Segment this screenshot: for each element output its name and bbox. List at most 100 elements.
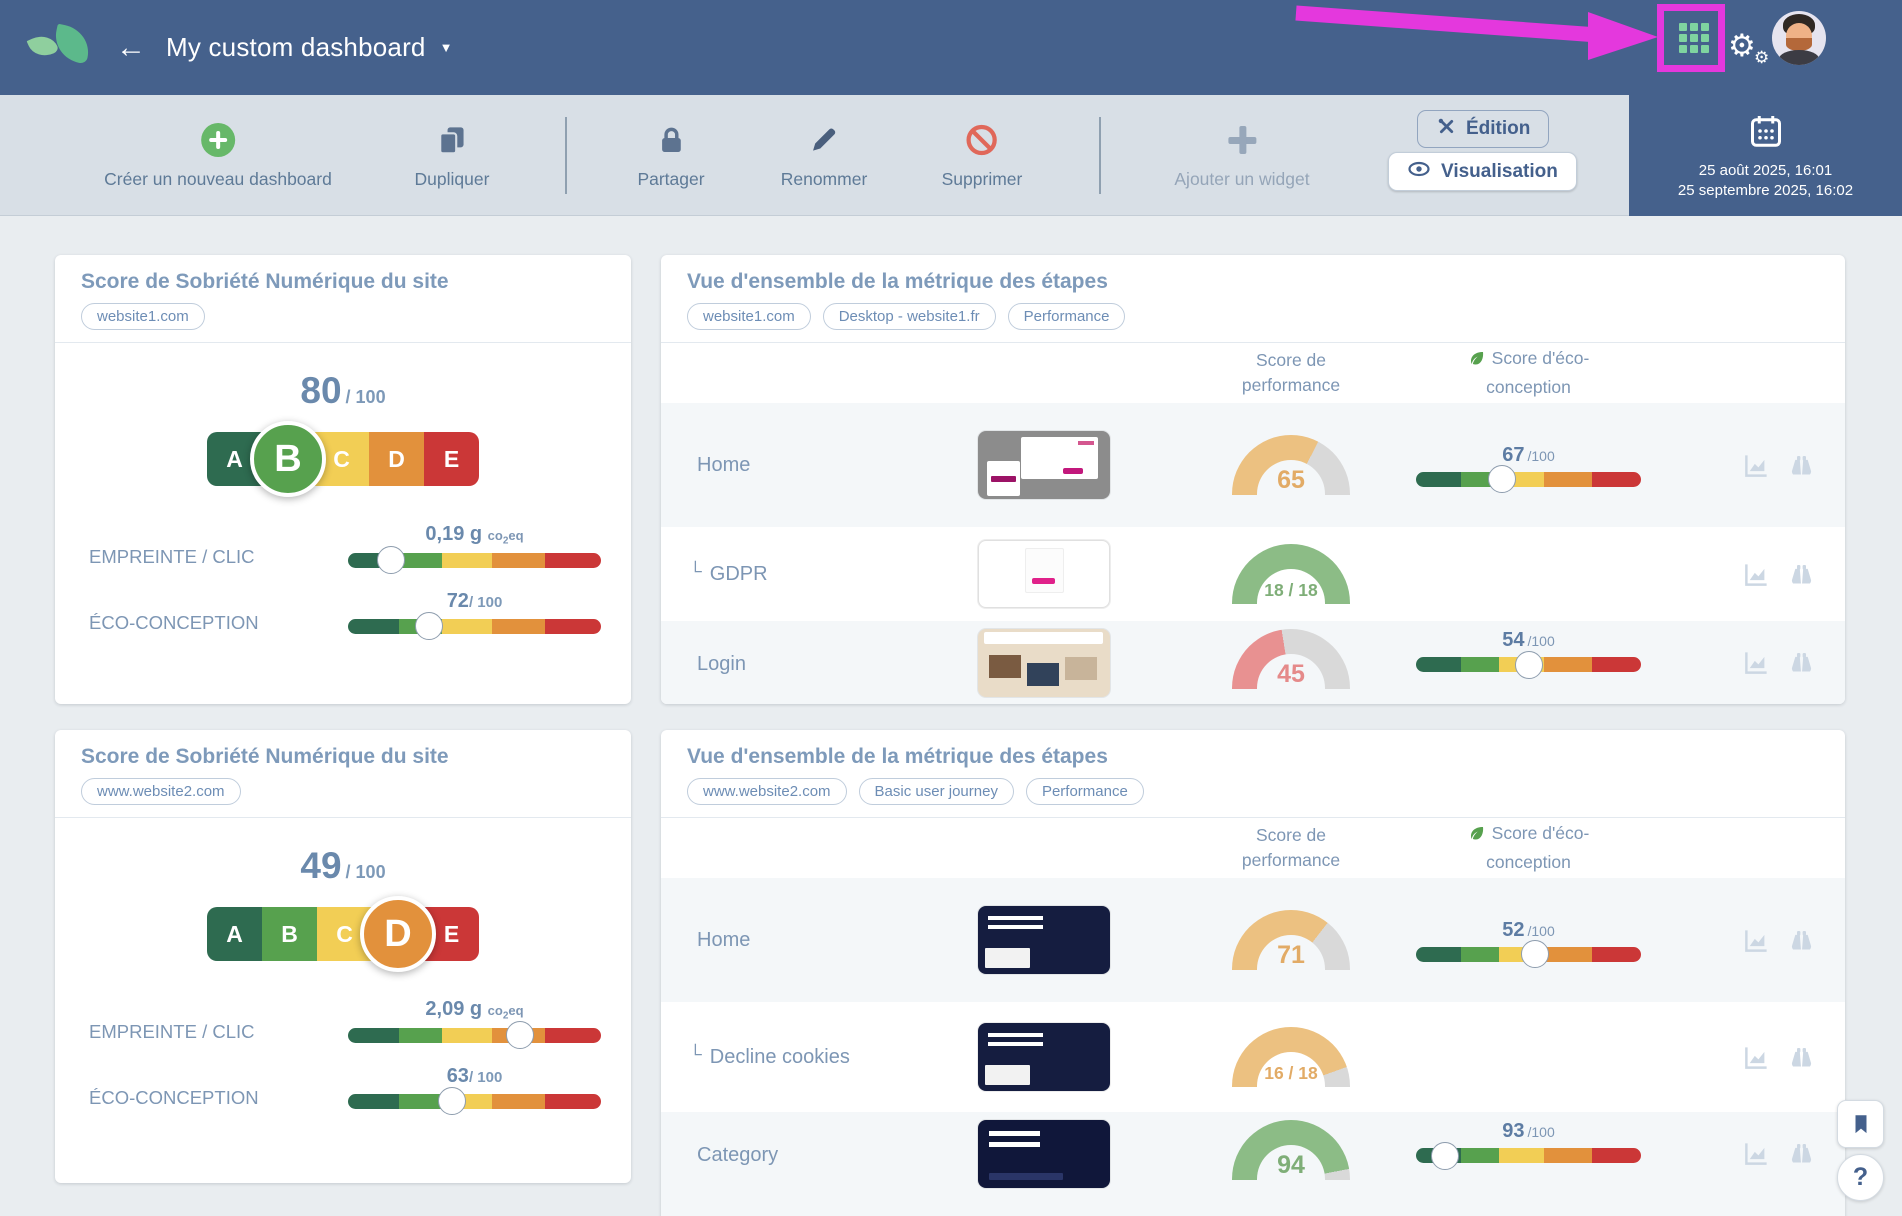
apps-grid-button[interactable] (1668, 12, 1720, 64)
widget-steps-overview-site1: Vue d'ensemble de la métrique des étapes… (661, 255, 1845, 704)
add-widget-button[interactable]: Ajouter un widget (1174, 95, 1310, 216)
table-row: Home 71 52/100 (661, 878, 1845, 1002)
step-thumbnail[interactable] (977, 629, 1110, 697)
table-header: Score de performance Score d'éco- concept… (661, 818, 1845, 878)
metric-tag: Performance (1007, 303, 1126, 330)
dashboard-title: My custom dashboard (166, 32, 426, 62)
table-row: └ Decline cookies 16 / 18 (661, 1002, 1845, 1112)
visualisation-mode-button[interactable]: Visualisation (1388, 152, 1577, 191)
step-name: Login (697, 653, 746, 675)
site-tag: www.website2.com (81, 778, 241, 805)
user-avatar[interactable] (1772, 11, 1826, 65)
slider-knob (1431, 1141, 1460, 1170)
ecodesign-score: 93/100 (1416, 1120, 1641, 1170)
slider-knob (377, 546, 405, 575)
widget-sobriety-score-site1: Score de Sobriété Numérique du site webs… (55, 255, 631, 704)
inspect-binoculars-button[interactable] (1788, 1140, 1815, 1167)
performance-gauge: 18 / 18 (1232, 544, 1350, 604)
widget-sobriety-score-site2: Score de Sobriété Numérique du site www.… (55, 730, 631, 1183)
table-row: Home 65 67/100 (661, 403, 1845, 527)
performance-gauge: 16 / 18 (1232, 1027, 1350, 1087)
history-chart-button[interactable] (1743, 1044, 1770, 1071)
step-name: Home (697, 928, 751, 951)
rename-button[interactable]: Renommer (781, 95, 867, 216)
settings-gears-button[interactable]: ⚙ ⚙ (1728, 26, 1772, 70)
ecodesign-score: 52/100 (1416, 919, 1641, 968)
grade-d: D (369, 432, 424, 486)
edition-mode-button[interactable]: Édition (1417, 110, 1550, 148)
step-name: └ Decline cookies (689, 1044, 850, 1068)
table-row: └ GDPR 18 / 18 (661, 527, 1845, 621)
step-name: Home (697, 453, 751, 476)
no-sign-icon (965, 122, 999, 158)
ecodesign-gauge-slider (348, 612, 601, 641)
footprint-value: 0,19 g co2eq (425, 523, 524, 547)
footprint-value: 2,09 g co2eq (425, 998, 524, 1022)
history-chart-button[interactable] (1743, 1140, 1770, 1167)
widget-title: Vue d'ensemble de la métrique des étapes (687, 745, 1108, 768)
calendar-icon (1748, 113, 1784, 154)
help-fab-button[interactable]: ? (1837, 1154, 1884, 1201)
performance-column-header: Score de performance (1241, 349, 1341, 395)
delete-button[interactable]: Supprimer (942, 95, 1022, 216)
letter-grade-scale: A B C D E (55, 890, 631, 978)
ecodesign-gauge-slider (348, 1087, 601, 1116)
dashboard-switcher-caret-icon[interactable]: ▼ (439, 40, 453, 55)
global-score: 80/ 100 (300, 370, 386, 411)
dashboard-toolbar: Créer un nouveau dashboard Dupliquer Par… (0, 95, 1902, 216)
back-arrow-button[interactable]: ← (116, 30, 146, 64)
toolbar-divider (565, 117, 567, 194)
inspect-binoculars-button[interactable] (1788, 561, 1815, 588)
footprint-gauge-slider (348, 546, 601, 575)
table-row: Category 94 93/100 (661, 1112, 1845, 1216)
step-thumbnail[interactable] (977, 540, 1110, 608)
site-tag: website1.com (687, 303, 811, 330)
duplicate-button[interactable]: Dupliquer (415, 95, 489, 216)
plus-circle-icon (200, 122, 235, 157)
inspect-binoculars-button[interactable] (1788, 649, 1815, 676)
create-dashboard-button[interactable]: Créer un nouveau dashboard (104, 95, 332, 216)
slider-knob (1521, 940, 1550, 968)
slider-knob (1514, 650, 1543, 679)
step-thumbnail[interactable] (977, 431, 1110, 499)
ecodesign-score: 54/100 (1416, 629, 1641, 679)
grade-b: B (250, 421, 326, 497)
site-tag: www.website2.com (687, 778, 847, 805)
footprint-gauge-slider (348, 1021, 601, 1050)
bookmark-fab-button[interactable] (1837, 1100, 1884, 1148)
history-chart-button[interactable] (1743, 452, 1770, 479)
inspect-binoculars-button[interactable] (1788, 1044, 1815, 1071)
performance-gauge: 94 (1232, 1120, 1350, 1180)
performance-gauge: 45 (1232, 629, 1350, 689)
history-chart-button[interactable] (1743, 561, 1770, 588)
eye-icon (1407, 157, 1431, 187)
date-range-picker[interactable]: 25 août 2025, 16:01 25 septembre 2025, 1… (1629, 95, 1902, 216)
widget-title: Vue d'ensemble de la métrique des étapes (687, 270, 1108, 293)
letter-grade-scale: A B C D E (55, 415, 631, 503)
inspect-binoculars-button[interactable] (1788, 452, 1815, 479)
ecodesign-value: 72/ 100 (446, 589, 503, 612)
inspect-binoculars-button[interactable] (1788, 927, 1815, 954)
step-thumbnail[interactable] (977, 1023, 1110, 1091)
gear-small-icon: ⚙ (1754, 48, 1770, 67)
history-chart-button[interactable] (1743, 927, 1770, 954)
date-range-end: 25 septembre 2025, 16:02 (1677, 181, 1854, 199)
slider-knob (1487, 465, 1516, 493)
ecodesign-score: 67/100 (1416, 444, 1641, 493)
share-button[interactable]: Partager (637, 95, 705, 216)
grid-icon (1679, 23, 1709, 53)
step-thumbnail[interactable] (977, 906, 1110, 974)
journey-tag: Desktop - website1.fr (822, 303, 996, 330)
slider-knob (437, 1087, 466, 1116)
leaf-icon (1468, 349, 1486, 374)
grade-e: E (424, 432, 479, 486)
history-chart-button[interactable] (1743, 649, 1770, 676)
step-thumbnail[interactable] (977, 1120, 1110, 1188)
top-bar: ← My custom dashboard ▼ ⚙ ⚙ (0, 0, 1902, 95)
copy-icon (436, 122, 468, 158)
performance-gauge: 65 (1232, 435, 1350, 495)
widget-title: Score de Sobriété Numérique du site (81, 270, 449, 293)
ecodesign-column-header: Score d'éco- conception (1411, 821, 1646, 875)
slider-knob (414, 612, 443, 641)
